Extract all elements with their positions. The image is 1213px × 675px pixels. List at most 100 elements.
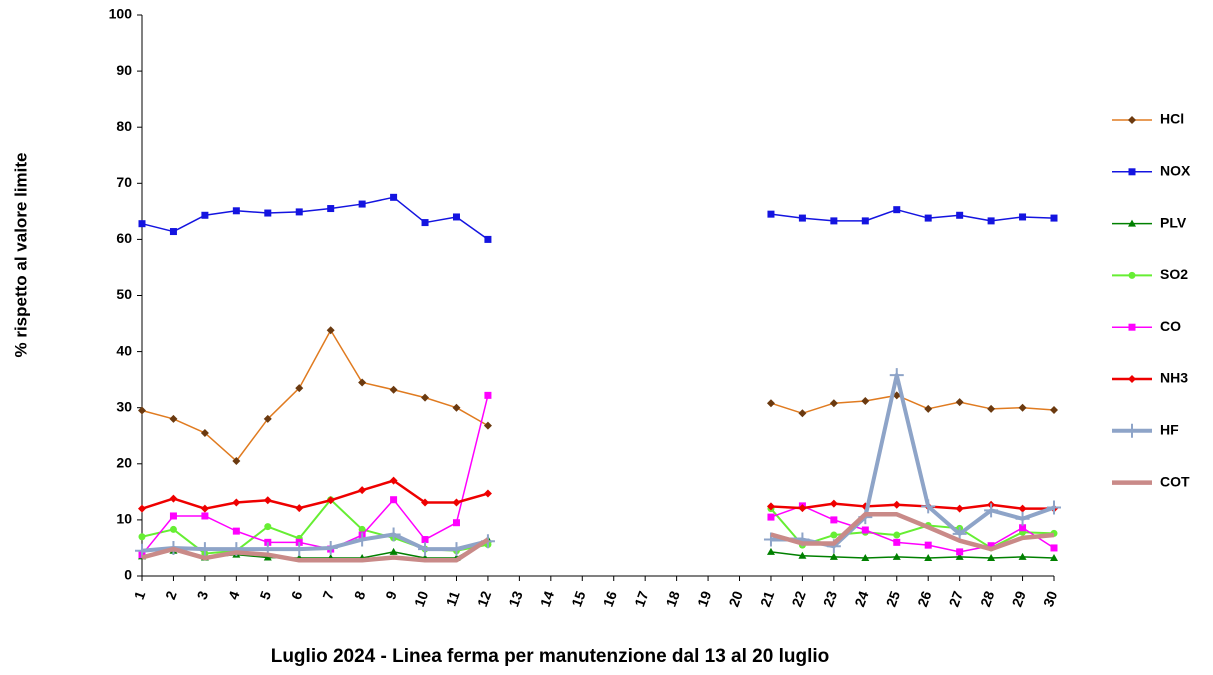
y-tick-label: 0 — [124, 567, 132, 583]
marker — [893, 538, 901, 546]
marker — [1128, 271, 1136, 279]
marker — [1050, 405, 1058, 414]
marker — [1128, 219, 1136, 227]
series — [138, 476, 1058, 513]
marker — [138, 504, 146, 513]
x-tick-label: 11 — [443, 589, 463, 609]
legend-label: NH3 — [1160, 370, 1188, 386]
x-tick-label: 13 — [505, 589, 525, 609]
marker — [201, 211, 209, 219]
marker — [766, 502, 775, 511]
x-tick-label: 18 — [663, 589, 683, 609]
marker — [798, 409, 807, 418]
series-line — [141, 395, 1055, 556]
marker — [483, 489, 492, 498]
marker — [449, 542, 464, 557]
x-tick-label: 6 — [288, 589, 306, 602]
marker — [326, 496, 335, 505]
marker — [484, 235, 492, 243]
marker — [452, 498, 461, 507]
y-tick-label: 100 — [109, 6, 133, 22]
marker — [197, 542, 212, 557]
marker — [483, 421, 492, 430]
marker — [201, 512, 209, 520]
x-tick-label: 27 — [946, 589, 966, 609]
marker — [889, 368, 904, 383]
marker — [138, 533, 146, 541]
series-line — [141, 196, 1055, 241]
marker — [355, 532, 370, 547]
marker — [389, 385, 398, 394]
x-tick-label: 9 — [382, 589, 400, 602]
marker — [987, 217, 995, 225]
marker — [1050, 214, 1058, 222]
marker — [452, 213, 460, 221]
marker — [358, 200, 366, 208]
marker — [956, 211, 964, 219]
marker — [421, 536, 429, 544]
x-tick-label: 25 — [883, 589, 903, 609]
x-tick-label: 16 — [600, 589, 620, 609]
marker — [169, 414, 178, 423]
marker — [861, 554, 870, 562]
marker — [358, 486, 367, 495]
legend-label: NOX — [1160, 163, 1191, 179]
x-tick-label: 8 — [351, 589, 369, 602]
x-tick-label: 19 — [694, 589, 714, 609]
x-tick-label: 10 — [411, 589, 431, 609]
marker — [798, 504, 807, 513]
marker — [892, 500, 901, 509]
marker — [892, 552, 901, 560]
series-line — [141, 498, 1055, 555]
marker — [421, 498, 430, 507]
marker — [955, 398, 964, 407]
x-tick-label: 22 — [788, 589, 808, 609]
y-tick-label: 20 — [116, 455, 132, 471]
x-tick-label: 17 — [631, 589, 651, 609]
x-tick-label: 21 — [757, 589, 777, 609]
y-tick-label: 80 — [116, 118, 132, 134]
marker — [829, 552, 838, 560]
marker — [264, 209, 272, 217]
marker — [389, 547, 398, 555]
y-tick-label: 70 — [116, 174, 132, 190]
legend-label: HF — [1160, 422, 1179, 438]
legend-label: COT — [1160, 473, 1190, 489]
y-tick-label: 50 — [116, 286, 132, 302]
marker — [830, 516, 838, 524]
marker — [987, 404, 996, 413]
marker — [955, 552, 964, 560]
marker — [1050, 544, 1058, 552]
marker — [358, 378, 367, 387]
marker — [987, 542, 995, 550]
marker — [418, 542, 433, 557]
x-tick-label: 14 — [537, 589, 557, 609]
marker — [987, 554, 996, 562]
marker — [924, 554, 933, 562]
marker — [138, 406, 146, 415]
marker — [327, 205, 335, 213]
marker — [767, 210, 775, 218]
marker — [295, 504, 304, 513]
marker — [386, 527, 401, 542]
marker — [484, 391, 492, 399]
x-axis-label: Luglio 2024 - Linea ferma per manutenzio… — [271, 646, 830, 667]
x-tick-label: 26 — [914, 589, 934, 609]
marker — [292, 542, 307, 557]
marker — [295, 208, 303, 216]
series — [138, 326, 1058, 465]
y-axis-label: % rispetto al valore limite — [11, 152, 30, 357]
series-line — [141, 512, 1055, 563]
marker — [1128, 116, 1136, 124]
series-line — [141, 479, 1054, 510]
y-tick-label: 60 — [116, 230, 132, 246]
marker — [861, 217, 869, 225]
marker — [1018, 552, 1027, 560]
marker — [766, 547, 775, 555]
legend-label: PLV — [1160, 214, 1187, 230]
x-tick-label: 30 — [1040, 589, 1060, 609]
marker — [169, 228, 177, 236]
y-tick-label: 90 — [116, 62, 132, 78]
marker — [452, 519, 460, 527]
